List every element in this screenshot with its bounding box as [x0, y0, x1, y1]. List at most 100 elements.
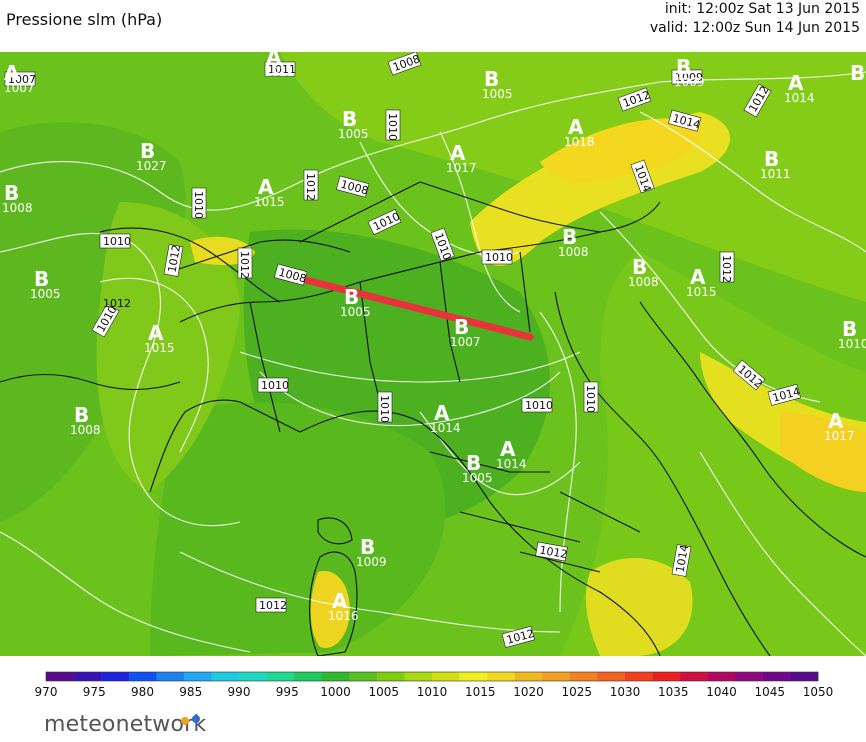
cross-section-line — [294, 274, 534, 341]
brand-dots-icon — [181, 715, 200, 725]
colorbar-tick-label: 990 — [228, 685, 251, 699]
colorbar-swatch — [514, 672, 543, 681]
colorbar-tick-label: 1020 — [513, 685, 544, 699]
svg-text:1010: 1010 — [103, 235, 131, 248]
colorbar-swatch — [183, 672, 212, 681]
svg-text:1005: 1005 — [30, 287, 61, 301]
svg-text:B: B — [34, 267, 49, 291]
colorbar-tick-label: 1000 — [320, 685, 351, 699]
svg-text:1017: 1017 — [824, 429, 855, 443]
colorbar-swatch — [707, 672, 736, 681]
svg-text:1014: 1014 — [430, 421, 461, 435]
svg-text:B: B — [342, 107, 357, 131]
colorbar-swatch — [432, 672, 460, 681]
colorbar-swatch — [569, 672, 598, 681]
svg-text:1007: 1007 — [8, 73, 36, 86]
colorbar-swatch — [128, 672, 157, 681]
svg-text:1012: 1012 — [103, 297, 131, 310]
colorbar-ticks: 970 975 980 985 990 995 1000 1005 1010 1015 1020 10… — [35, 685, 834, 699]
svg-text:B: B — [632, 255, 647, 279]
svg-text:B: B — [484, 67, 499, 91]
svg-text:1010: 1010 — [584, 385, 597, 413]
isobar-label: 1012 — [501, 625, 536, 648]
svg-text:A: A — [690, 265, 706, 289]
high-pressure-balkans — [780, 412, 866, 492]
svg-text:A: A — [568, 115, 584, 139]
isobar-label: 1010 — [191, 187, 207, 219]
svg-text:A: A — [4, 61, 20, 85]
svg-text:1014: 1014 — [674, 544, 692, 574]
svg-text:1010: 1010 — [378, 395, 391, 423]
svg-text:1015: 1015 — [686, 285, 717, 299]
colorbar-swatch — [46, 672, 74, 681]
brand-logo: meteonetwork — [44, 712, 206, 737]
svg-text:1012: 1012 — [539, 544, 569, 562]
isobar-label: 1012 — [103, 297, 131, 310]
svg-text:B: B — [4, 181, 19, 205]
svg-text:A: A — [434, 401, 450, 425]
svg-text:1015: 1015 — [144, 341, 175, 355]
isobar-label: 1012 — [719, 251, 735, 283]
isobars — [0, 71, 866, 656]
colorbar-swatch — [101, 672, 130, 681]
colorbar-tick-label: 1005 — [368, 685, 399, 699]
svg-text:1009: 1009 — [356, 555, 387, 569]
colorbar-tick-label: 1040 — [706, 685, 737, 699]
colorbar-tick-label: 1010 — [417, 685, 448, 699]
svg-text:A: A — [148, 321, 164, 345]
isobar-label: 1008 — [274, 263, 308, 286]
svg-text:1011: 1011 — [268, 63, 296, 76]
colorbar-swatch — [239, 672, 267, 681]
svg-text:B: B — [360, 535, 375, 559]
colorbar-swatch — [294, 672, 323, 681]
colorbar-tick-label: 980 — [131, 685, 154, 699]
tyrrhenian-region — [150, 402, 446, 656]
colorbar-swatch — [266, 672, 295, 681]
svg-text:A: A — [788, 71, 804, 95]
brand-name: meteonetwork — [44, 712, 207, 737]
run-info: init: 12:00z Sat 13 Jun 2015 valid: 12:0… — [650, 0, 860, 38]
colorbar-tick-label: 970 — [35, 685, 58, 699]
svg-text:A: A — [332, 589, 348, 613]
svg-text:B: B — [454, 315, 469, 339]
svg-text:1010: 1010 — [525, 399, 553, 412]
svg-text:B: B — [140, 139, 155, 163]
svg-text:1012: 1012 — [304, 173, 317, 201]
pressure-map: 1007 1008 1011 1009 1014 1012 1010 1012 … — [0, 52, 866, 656]
colorbar-swatch — [652, 672, 681, 681]
isobar-label: 1009 — [671, 69, 703, 85]
svg-text:1005: 1005 — [482, 87, 513, 101]
isobar-label: 1012 — [237, 247, 253, 279]
isobar-label: 1010 — [521, 397, 553, 413]
colorbar-tick-label: 1015 — [465, 685, 496, 699]
colorbar-swatches — [46, 672, 819, 681]
svg-text:1012: 1012 — [238, 251, 251, 279]
svg-text:1014: 1014 — [784, 91, 815, 105]
isobar-label: 1014 — [671, 544, 692, 577]
colorbar-tick-label: 1050 — [803, 685, 834, 699]
svg-text:B: B — [74, 403, 89, 427]
colorbar-swatch — [156, 672, 185, 681]
svg-text:1010: 1010 — [386, 113, 399, 141]
svg-text:1012: 1012 — [720, 255, 733, 283]
svg-text:B: B — [466, 451, 481, 475]
isobar-label: 1012 — [163, 244, 184, 277]
isobar-label: 1014 — [668, 109, 702, 132]
svg-text:1011: 1011 — [264, 65, 295, 79]
svg-text:1008: 1008 — [70, 423, 101, 437]
coastlines-borders — [0, 181, 866, 656]
